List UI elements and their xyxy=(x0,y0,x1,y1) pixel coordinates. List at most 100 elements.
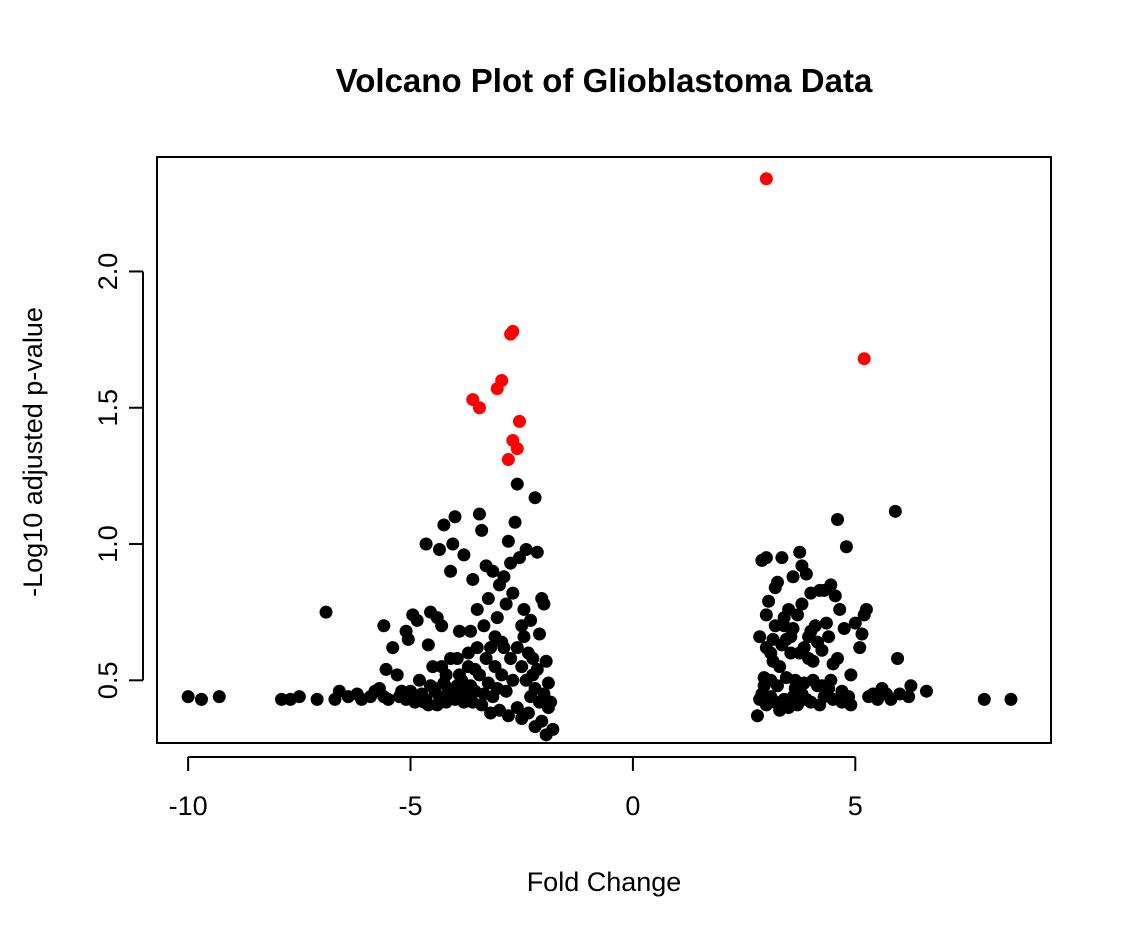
data-point xyxy=(528,720,542,734)
x-tick-label: -5 xyxy=(399,791,423,821)
data-point xyxy=(831,513,845,527)
data-point xyxy=(506,586,520,600)
data-point xyxy=(539,728,553,742)
data-point xyxy=(508,515,522,529)
data-point xyxy=(488,630,502,644)
data-point xyxy=(501,534,515,548)
data-point xyxy=(757,679,771,693)
data-point xyxy=(775,551,789,565)
data-point xyxy=(768,619,782,633)
data-point xyxy=(461,660,475,674)
data-point xyxy=(759,608,773,622)
data-point xyxy=(512,414,526,428)
data-point xyxy=(475,523,489,537)
data-point xyxy=(452,668,466,682)
data-point xyxy=(426,660,440,674)
data-point xyxy=(524,613,538,627)
data-point xyxy=(526,652,540,666)
data-point xyxy=(435,660,449,674)
data-point xyxy=(888,504,902,518)
data-point xyxy=(477,619,491,633)
data-point xyxy=(421,638,435,652)
data-point xyxy=(504,327,518,341)
data-point xyxy=(410,613,424,627)
y-tick-label: 1.0 xyxy=(93,525,123,563)
data-point xyxy=(419,537,433,551)
y-axis-label: -Log10 adjusted p-value xyxy=(18,307,48,597)
data-point xyxy=(437,518,451,532)
data-point xyxy=(844,698,858,712)
data-point xyxy=(481,592,495,606)
data-point xyxy=(510,641,524,655)
data-point xyxy=(501,453,515,467)
chart-title: Volcano Plot of Glioblastoma Data xyxy=(336,62,873,99)
data-point xyxy=(891,652,905,666)
data-point xyxy=(472,401,486,415)
data-point xyxy=(437,676,451,690)
data-point xyxy=(831,652,845,666)
data-point xyxy=(497,570,511,584)
data-point xyxy=(319,605,333,619)
data-point xyxy=(181,690,195,704)
data-point xyxy=(824,578,838,592)
data-point xyxy=(390,668,404,682)
data-point xyxy=(859,602,873,616)
data-point xyxy=(828,589,842,603)
data-point xyxy=(448,510,462,524)
data-point xyxy=(510,701,524,715)
data-point xyxy=(432,542,446,556)
data-point xyxy=(977,692,991,706)
data-point xyxy=(793,545,807,559)
data-point xyxy=(275,692,289,706)
data-point xyxy=(824,673,838,687)
data-point xyxy=(381,692,395,706)
data-point xyxy=(490,382,504,396)
data-point xyxy=(773,660,787,674)
data-point xyxy=(470,602,484,616)
data-point xyxy=(515,711,529,725)
data-point xyxy=(490,611,504,625)
data-point xyxy=(530,662,544,676)
data-point xyxy=(412,673,426,687)
data-point xyxy=(392,690,406,704)
data-point xyxy=(819,616,833,630)
data-point xyxy=(310,692,324,706)
data-point xyxy=(539,654,553,668)
data-point xyxy=(853,641,867,655)
data-point xyxy=(902,690,916,704)
data-point xyxy=(504,652,518,666)
data-point xyxy=(404,684,418,698)
y-tick-label: 2.0 xyxy=(93,253,123,291)
plot-frame xyxy=(156,156,1052,744)
data-point xyxy=(764,646,778,660)
data-point xyxy=(517,602,531,616)
data-points xyxy=(181,172,1018,742)
data-point xyxy=(470,641,484,655)
data-point xyxy=(1004,692,1018,706)
data-point xyxy=(446,537,460,551)
data-point xyxy=(541,676,555,690)
data-point xyxy=(839,540,853,554)
data-point xyxy=(435,619,449,633)
data-point xyxy=(759,172,773,186)
data-point xyxy=(484,706,498,720)
data-point xyxy=(386,641,400,655)
data-point xyxy=(762,594,776,608)
data-point xyxy=(537,687,551,701)
data-point xyxy=(519,542,533,556)
data-point xyxy=(194,692,208,706)
data-point xyxy=(479,652,493,666)
data-point xyxy=(855,627,869,641)
data-point xyxy=(292,690,306,704)
data-point xyxy=(484,641,498,655)
data-point xyxy=(786,570,800,584)
data-point xyxy=(775,638,789,652)
data-point xyxy=(822,630,836,644)
y-tick-label: 0.5 xyxy=(93,662,123,700)
data-point xyxy=(804,624,818,638)
data-point xyxy=(844,668,858,682)
data-point xyxy=(759,551,773,565)
data-point xyxy=(753,630,767,644)
data-point xyxy=(212,690,226,704)
